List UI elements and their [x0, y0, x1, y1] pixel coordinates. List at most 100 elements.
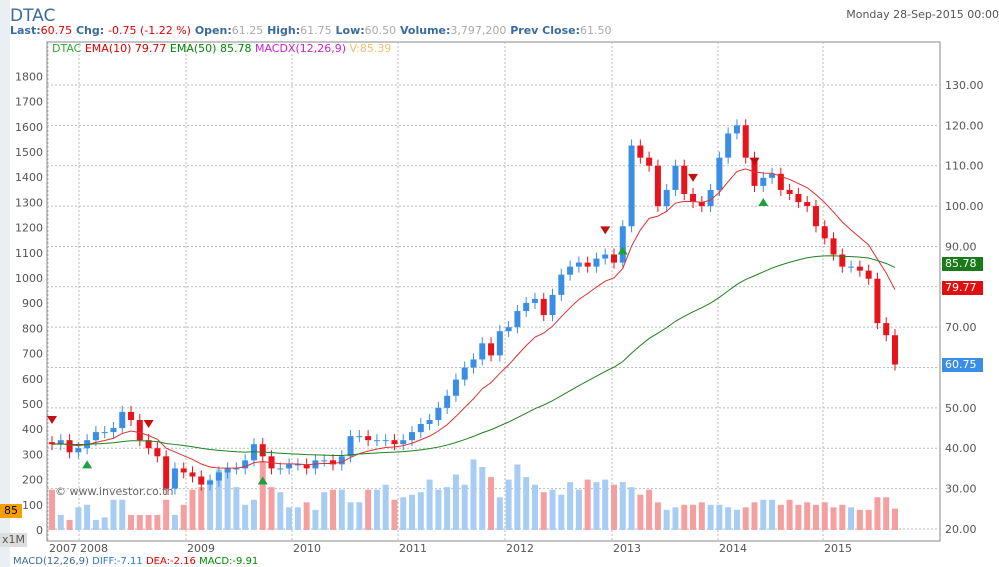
- candle-body: [49, 442, 55, 445]
- volume-bar: [698, 502, 705, 530]
- candle-body: [505, 327, 512, 332]
- ema10-line: [51, 168, 896, 469]
- candle-body: [259, 444, 266, 457]
- candle-body: [848, 266, 855, 268]
- symbol-title: DTAC: [10, 6, 56, 26]
- candle-body: [663, 189, 670, 207]
- left-tick-label: 0: [36, 524, 43, 537]
- last-label: Last:: [10, 24, 41, 37]
- volume-bar: [286, 507, 293, 530]
- candle-body: [373, 440, 380, 442]
- candle-body: [321, 460, 328, 462]
- x-tick-label: 2008: [80, 542, 108, 555]
- candle-body: [171, 468, 178, 489]
- candle-body: [75, 448, 82, 453]
- volume-bar: [681, 504, 688, 530]
- x-tick-label: 2011: [399, 542, 427, 555]
- candle-body: [286, 464, 293, 469]
- volume-bar: [637, 494, 644, 530]
- left-tick-label: 1300: [15, 196, 43, 209]
- last-value: 60.75: [40, 24, 73, 37]
- sell-signal-icon: [688, 173, 699, 182]
- volume-bar: [690, 504, 697, 530]
- candle-body: [207, 480, 214, 485]
- volume-bar: [575, 489, 582, 530]
- volume-bar: [180, 504, 187, 530]
- watermark: © www.investor.co.th: [55, 485, 174, 498]
- volume-bar: [523, 477, 530, 530]
- left-tick-label: 1600: [15, 121, 43, 134]
- candle-body: [128, 411, 135, 420]
- candle-body: [303, 464, 310, 469]
- left-tick-label: 400: [22, 423, 43, 436]
- candle-body: [66, 440, 73, 453]
- volume-bar: [198, 487, 205, 530]
- candle-body: [145, 440, 152, 449]
- sell-signal-icon: [47, 416, 57, 425]
- chart-legend: DTAC EMA(10) 79.77 EMA(50) 85.78 MACDX(1…: [52, 42, 391, 55]
- volume-bar: [769, 499, 776, 530]
- volume-bar: [303, 502, 310, 530]
- candle-body: [119, 411, 126, 429]
- x-tick-label: 2013: [613, 542, 641, 555]
- volume-bar: [110, 499, 117, 530]
- open-label: Open:: [194, 24, 232, 37]
- sell-signal-icon: [749, 157, 760, 166]
- candle-body: [558, 274, 565, 295]
- left-tick-label: 700: [22, 348, 43, 361]
- volume-bar: [84, 504, 91, 530]
- buy-signal-icon: [617, 246, 628, 255]
- candle-body: [180, 468, 187, 473]
- volume-bar: [75, 507, 82, 530]
- legend-ema50: EMA(50) 85.78: [169, 42, 252, 55]
- candle-body: [57, 440, 64, 445]
- left-tick-label: 1000: [15, 272, 43, 285]
- right-tick-label: 100.00: [945, 200, 984, 213]
- volume-bar: [795, 504, 802, 530]
- volume-bar: [786, 499, 793, 530]
- right-tick-label: 20.00: [945, 523, 977, 536]
- volume-bar: [321, 492, 328, 530]
- volume-bar: [268, 487, 275, 530]
- candle-body: [110, 428, 117, 433]
- candle-body: [409, 432, 416, 441]
- volume-bar: [654, 502, 661, 530]
- candle-body: [488, 343, 495, 356]
- open-value: 61.25: [231, 24, 264, 37]
- candle-body: [602, 254, 609, 259]
- candle-body: [830, 238, 837, 255]
- volume-bar: [207, 479, 214, 530]
- volume-bar: [154, 514, 161, 530]
- quote-header: DTAC Monday 28-Sep-2015 00:00 Last:60.75…: [10, 0, 999, 40]
- candle-body: [242, 460, 249, 469]
- buy-signal-icon: [82, 460, 93, 469]
- volume-bar: [549, 489, 556, 530]
- candle-body: [435, 407, 442, 420]
- last-price-badge: 60.75: [942, 358, 983, 372]
- volume-bar: [892, 508, 898, 530]
- volume-bar: [751, 502, 758, 530]
- volume-label: Volume:: [400, 24, 451, 37]
- x-tick-label: 2009: [187, 542, 215, 555]
- candle-body: [575, 262, 582, 267]
- candle-body: [690, 193, 697, 203]
- volume-bar: [488, 477, 495, 530]
- legend-symbol: DTAC: [52, 42, 82, 55]
- volume-bar: [136, 514, 143, 530]
- left-tick-label: 900: [22, 297, 43, 310]
- right-tick-label: 30.00: [945, 483, 977, 496]
- legend-volume: V:85.39: [349, 42, 392, 55]
- ema50-badge: 85.78: [942, 257, 983, 271]
- candle-body: [136, 419, 143, 441]
- chg-value: -0.75 (-1.22 %): [108, 24, 191, 37]
- candle-body: [681, 165, 688, 194]
- volume-bar: [330, 489, 336, 530]
- volume-bar: [470, 459, 477, 530]
- candle-body: [777, 173, 784, 190]
- candle-body: [567, 266, 574, 275]
- quote-date: Monday 28-Sep-2015 00:00: [846, 8, 999, 21]
- volume-bar: [742, 507, 749, 530]
- left-tick-label: 100: [22, 499, 43, 512]
- candle-body: [496, 331, 503, 356]
